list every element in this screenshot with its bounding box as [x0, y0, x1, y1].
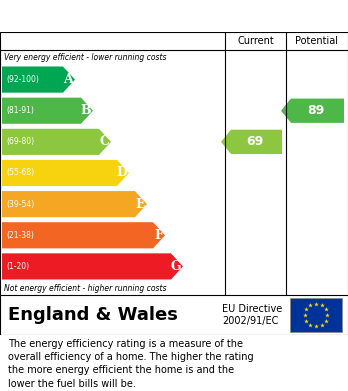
Text: (21-38): (21-38)	[6, 231, 34, 240]
Text: Energy Efficiency Rating: Energy Efficiency Rating	[10, 9, 220, 23]
Polygon shape	[2, 98, 93, 124]
Text: 69: 69	[246, 135, 263, 148]
Text: England & Wales: England & Wales	[8, 306, 178, 324]
Text: Very energy efficient - lower running costs: Very energy efficient - lower running co…	[4, 52, 166, 61]
Text: (39-54): (39-54)	[6, 200, 34, 209]
Text: Potential: Potential	[295, 36, 339, 46]
Polygon shape	[2, 191, 147, 217]
Text: Not energy efficient - higher running costs: Not energy efficient - higher running co…	[4, 284, 166, 293]
Polygon shape	[2, 253, 183, 280]
Bar	[290, 298, 342, 332]
Text: 2002/91/EC: 2002/91/EC	[222, 316, 278, 326]
Text: C: C	[99, 135, 109, 148]
Text: Current: Current	[237, 36, 274, 46]
Text: (69-80): (69-80)	[6, 137, 34, 146]
Polygon shape	[2, 66, 75, 93]
Text: (81-91): (81-91)	[6, 106, 34, 115]
Text: A: A	[63, 73, 73, 86]
Polygon shape	[281, 99, 344, 123]
Polygon shape	[2, 129, 111, 155]
Text: The energy efficiency rating is a measure of the
overall efficiency of a home. T: The energy efficiency rating is a measur…	[8, 339, 254, 389]
Text: E: E	[135, 197, 145, 211]
Text: G: G	[171, 260, 181, 273]
Text: (55-68): (55-68)	[6, 169, 34, 178]
Text: F: F	[154, 229, 163, 242]
Polygon shape	[2, 222, 165, 248]
Polygon shape	[221, 130, 282, 154]
Text: B: B	[80, 104, 91, 117]
Text: EU Directive: EU Directive	[222, 304, 282, 314]
Text: 89: 89	[307, 104, 324, 117]
Polygon shape	[2, 160, 129, 186]
Text: D: D	[116, 167, 127, 179]
Text: (92-100): (92-100)	[6, 75, 39, 84]
Text: (1-20): (1-20)	[6, 262, 29, 271]
